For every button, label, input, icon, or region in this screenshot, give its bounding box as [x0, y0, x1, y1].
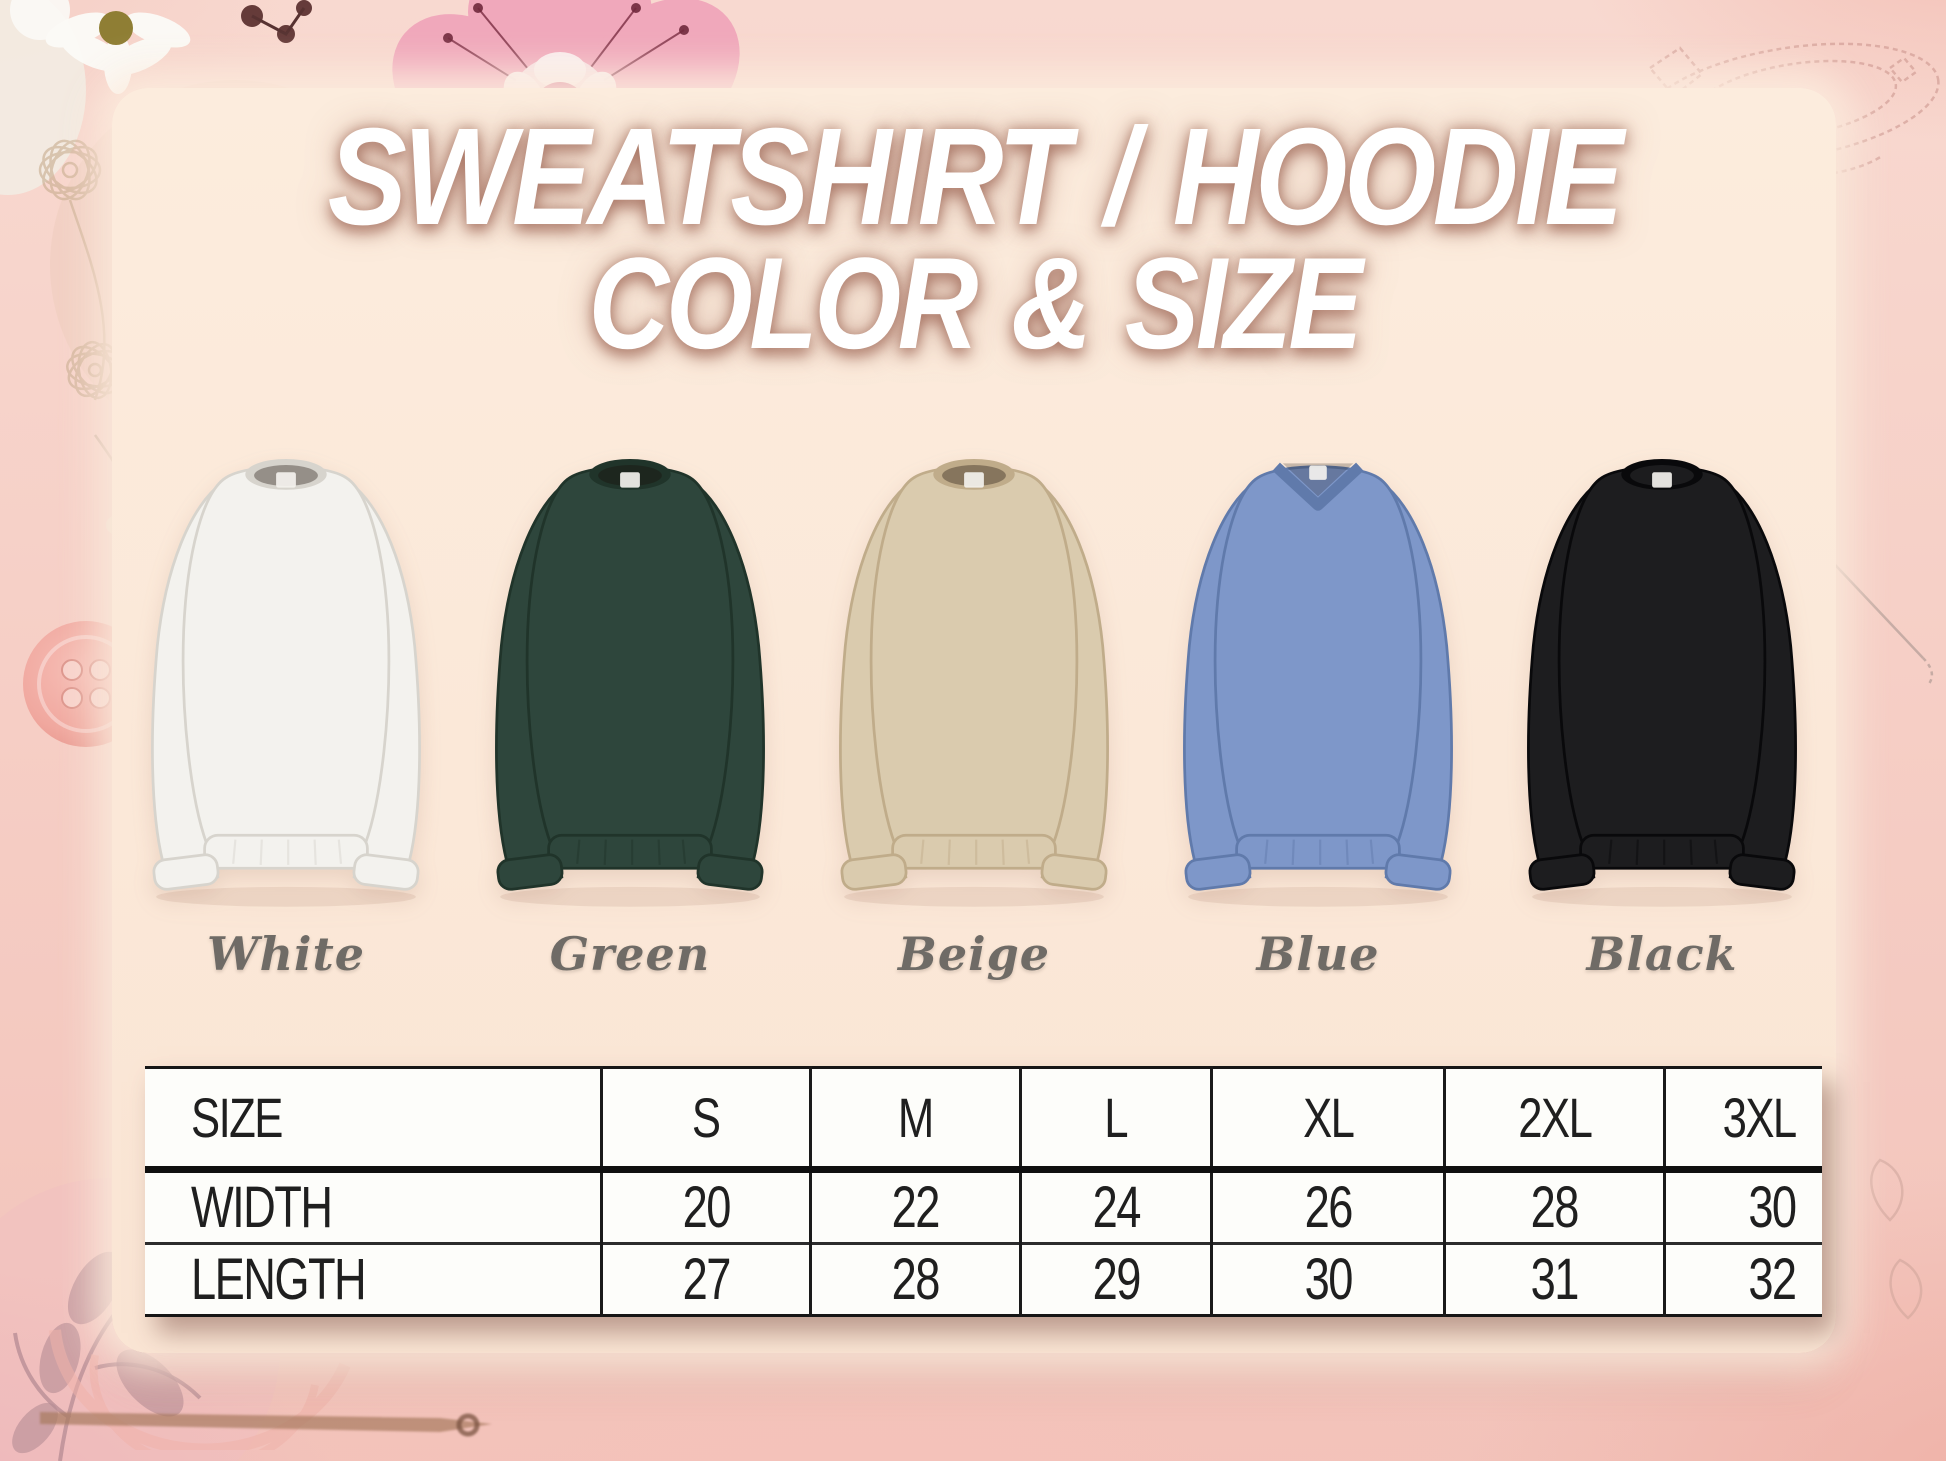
shirt-label-blue: Blue [1256, 927, 1380, 981]
color-options-row: White [112, 426, 1836, 981]
width-3xl: 30 [1662, 1169, 1822, 1244]
title-line-1: SWEATSHIRT / HOODIE [327, 100, 1624, 254]
width-l: 24 [1018, 1169, 1212, 1244]
petal-sketch-decoration [1870, 1158, 1923, 1320]
length-xl: 30 [1210, 1242, 1445, 1316]
width-m: 22 [809, 1169, 1021, 1244]
title-line-2: COLOR & SIZE [588, 230, 1363, 376]
shirt-option-blue: Blue [1152, 426, 1484, 981]
sweatshirt-image-white [151, 459, 421, 907]
shirt-label-beige: Beige [897, 927, 1051, 981]
header-m: M [809, 1067, 1021, 1173]
sweatshirt-image-green [495, 459, 765, 907]
length-m: 28 [809, 1242, 1021, 1316]
wooden-needle-decoration [40, 1412, 492, 1437]
header-l: L [1018, 1067, 1212, 1173]
shirt-label-green: Green [549, 927, 711, 981]
size-table-header-row: SIZE S M L XL 2XL 3XL [145, 1067, 1822, 1173]
width-s: 20 [599, 1169, 811, 1244]
header-size: SIZE [145, 1067, 602, 1173]
size-table-container: SIZE S M L XL 2XL 3XL WIDTH 20 22 24 26 … [145, 1066, 1822, 1317]
size-table: SIZE S M L XL 2XL 3XL WIDTH 20 22 24 26 … [145, 1066, 1822, 1317]
length-l: 29 [1018, 1242, 1212, 1316]
header-s: S [599, 1067, 811, 1173]
row-label-width: WIDTH [191, 1175, 333, 1240]
header-3xl: 3XL [1662, 1067, 1822, 1173]
sweatshirt-image-beige [839, 459, 1109, 907]
length-2xl: 31 [1443, 1242, 1665, 1316]
width-xl: 26 [1210, 1169, 1445, 1244]
width-2xl: 28 [1443, 1169, 1665, 1244]
berry-sprig [241, 0, 312, 43]
shirt-option-white: White [120, 426, 452, 981]
width-row: WIDTH 20 22 24 26 28 30 [145, 1169, 1822, 1244]
shirt-option-black: Black [1496, 426, 1828, 981]
page-title: SWEATSHIRT / HOODIE COLOR & SIZE [112, 108, 1836, 368]
row-label-length: LENGTH [145, 1242, 602, 1316]
header-xl: XL [1210, 1067, 1445, 1173]
header-2xl: 2XL [1443, 1067, 1665, 1173]
length-s: 27 [599, 1242, 811, 1316]
sweatshirt-image-black [1527, 459, 1797, 907]
sweatshirt-image-blue [1183, 462, 1453, 907]
length-row: LENGTH 27 28 29 30 31 32 [145, 1242, 1822, 1316]
shirt-label-white: White [206, 927, 366, 981]
content-panel: SWEATSHIRT / HOODIE COLOR & SIZE [112, 88, 1836, 1353]
shirt-option-beige: Beige [808, 426, 1140, 981]
shirt-label-black: Black [1586, 927, 1738, 981]
length-3xl: 32 [1662, 1242, 1822, 1316]
shirt-option-green: Green [464, 426, 796, 981]
